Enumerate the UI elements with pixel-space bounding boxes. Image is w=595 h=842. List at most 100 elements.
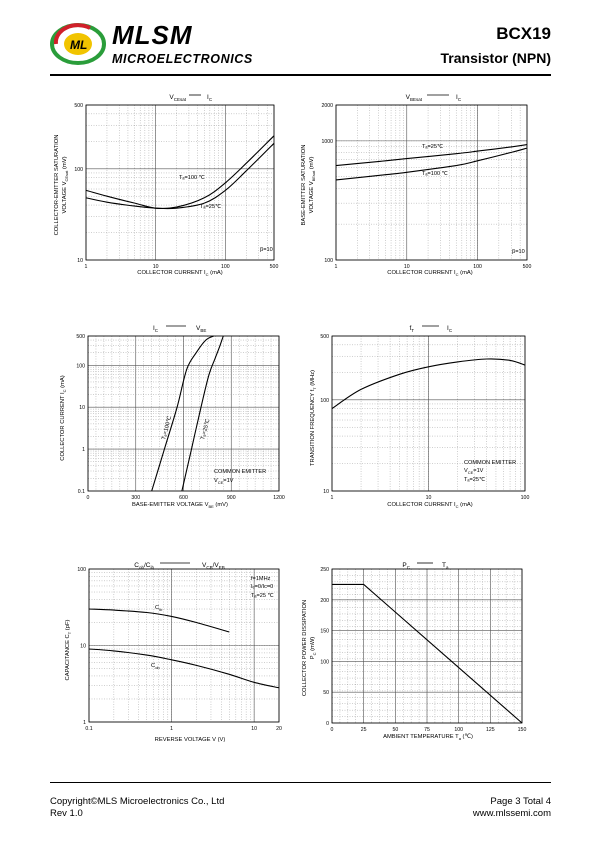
y-tick-label: 10 <box>80 644 86 650</box>
x-tick-label: 1 <box>335 264 338 270</box>
x-tick-label: 10 <box>153 264 159 270</box>
x-tick-label: 900 <box>227 495 236 501</box>
grid <box>331 568 523 724</box>
plot-frame <box>88 568 280 723</box>
y-tick-label: 10 <box>323 489 329 495</box>
chart-title-b: VBE <box>196 325 206 333</box>
annotation-beta: β=10 <box>512 249 525 255</box>
page-number: Page 3 Total 4 <box>490 796 551 807</box>
chart-title: VBEsat <box>406 94 423 102</box>
y-tick-label: 1 <box>83 720 86 726</box>
website[interactable]: www.mlssemi.com <box>472 808 551 819</box>
x-tick-label: 125 <box>486 727 495 733</box>
x-tick-label: 500 <box>523 264 532 270</box>
annotation-ta25: Tₐ=25℃ <box>200 204 222 210</box>
x-axis-label: COLLECTOR CURRENT IC (mA) <box>387 270 473 277</box>
chart-title: fT <box>409 325 414 333</box>
y-tick-label: 10 <box>77 258 83 264</box>
y-tick-label: 100 <box>76 363 85 369</box>
footer-left: Copyright©MLS Microelectronics Co., Ltd … <box>50 796 224 820</box>
annotation-ta25: Tₐ=25℃ <box>422 144 444 150</box>
brand-name: MLSM <box>112 20 193 50</box>
y-axis-label: CAPACITANCE CT (pF) <box>65 620 72 681</box>
x-axis-label: COLLECTOR CURRENT IC (mA) <box>137 270 223 277</box>
plot-frame <box>335 104 528 261</box>
series-line <box>88 608 230 633</box>
chart-power-temperature: 0 25 50 75 100 125 150 0 50 100 150 200 250 PC Ta AM… <box>302 562 527 741</box>
x-tick-label: 10 <box>426 495 432 501</box>
x-tick-label: 100 <box>454 727 463 733</box>
annotation-vce: VCE=1V <box>214 478 234 485</box>
chart-title: PC <box>402 562 410 570</box>
plot-frame <box>87 335 280 492</box>
x-tick-label: 20 <box>276 726 282 732</box>
y-axis-label: BASE-EMITTER SATURATION <box>301 145 307 226</box>
series-line <box>335 147 528 181</box>
series-line <box>85 135 275 210</box>
y-tick-label: 500 <box>74 103 83 109</box>
x-tick-label: 1200 <box>273 495 285 501</box>
x-tick-label: 600 <box>179 495 188 501</box>
y-tick-label: 100 <box>74 167 83 173</box>
y-tick-label: 100 <box>320 398 329 404</box>
label-cib: Cib <box>155 605 163 612</box>
series-line <box>332 583 523 724</box>
chart-title-b: IC <box>447 325 453 333</box>
y-tick-label: 500 <box>320 334 329 340</box>
x-tick-label: 100 <box>473 264 482 270</box>
label-cob: Cob <box>151 663 160 670</box>
chart-vbesat-ic: 1 10 100 500 100 1000 2000 VBEsat IC COLLECTOR… <box>301 94 532 277</box>
annotation-beta: β=10 <box>260 247 273 253</box>
x-tick-label: 1 <box>331 495 334 501</box>
y-axis-label: COLLECTOR-EMITTER SATURATION <box>54 135 60 236</box>
y-axis-label-2: PC (mW) <box>310 637 317 660</box>
part-number: BCX19 <box>496 24 551 43</box>
x-tick-label: 0 <box>331 727 334 733</box>
header-rule <box>50 74 551 76</box>
y-tick-label: 0.1 <box>78 489 85 495</box>
y-axis-label: COLLECTOR POWER DISSIPATION <box>302 600 308 696</box>
x-axis-label: REVERSE VOLTAGE V (V) <box>155 737 226 743</box>
x-tick-label: 300 <box>131 495 140 501</box>
x-tick-label: 0 <box>87 495 90 501</box>
copyright: Copyright©MLS Microelectronics Co., Ltd <box>50 796 225 807</box>
y-axis-label: COLLECTOR CURRENT IC (mA) <box>60 375 67 461</box>
part-type: Transistor (NPN) <box>440 50 551 66</box>
x-tick-label: 50 <box>392 727 398 733</box>
company-logo: ML <box>50 23 106 65</box>
grid <box>335 104 528 261</box>
grid <box>85 104 275 261</box>
x-tick-label: 75 <box>424 727 430 733</box>
x-axis-label: BASE-EMITTER VOLTAGE VBE (mV) <box>132 502 228 509</box>
footer-right: Page 3 Total 4 www.mlssemi.com <box>473 796 551 820</box>
y-tick-label: 100 <box>320 659 329 665</box>
x-tick-label: 100 <box>521 495 530 501</box>
chart-ic-vbe: 0 300 600 900 1200 0.1 1 10 100 500 IC VBE BASE-E… <box>60 325 285 509</box>
annotation-common-emitter: COMMON EMITTER <box>464 460 516 466</box>
y-axis-label-2: VOLTAGE VCEsat (mV) <box>62 156 69 213</box>
y-tick-label: 1 <box>82 447 85 453</box>
annotation-ta100: Tₐ=100 ℃ <box>179 175 206 181</box>
chart-title: IC <box>153 325 159 333</box>
annotation-vce: VCE=1V <box>464 468 484 475</box>
x-tick-label: 100 <box>221 264 230 270</box>
x-tick-label: 10 <box>404 264 410 270</box>
brand-subtitle: MICROELECTRONICS <box>112 52 253 66</box>
y-tick-label: 100 <box>77 567 86 573</box>
plot-frame <box>85 104 275 261</box>
y-axis-label-2: VOLTAGE VBEsat (mV) <box>309 157 316 214</box>
y-tick-label: 1000 <box>321 139 333 145</box>
x-tick-label: 500 <box>270 264 279 270</box>
annotation-common-emitter: COMMON EMITTER <box>214 469 266 475</box>
x-tick-label: 10 <box>251 726 257 732</box>
footer-rule <box>50 782 551 783</box>
y-tick-label: 100 <box>324 258 333 264</box>
x-tick-label: 150 <box>518 727 527 733</box>
annotation-ta100: Tₐ=100 ℃ <box>422 171 449 177</box>
chart-title-b: VCB/VEB <box>202 562 225 570</box>
y-tick-label: 250 <box>320 567 329 573</box>
y-axis-label: TRANSITION FREQUENCY fT (MHz) <box>310 370 317 466</box>
